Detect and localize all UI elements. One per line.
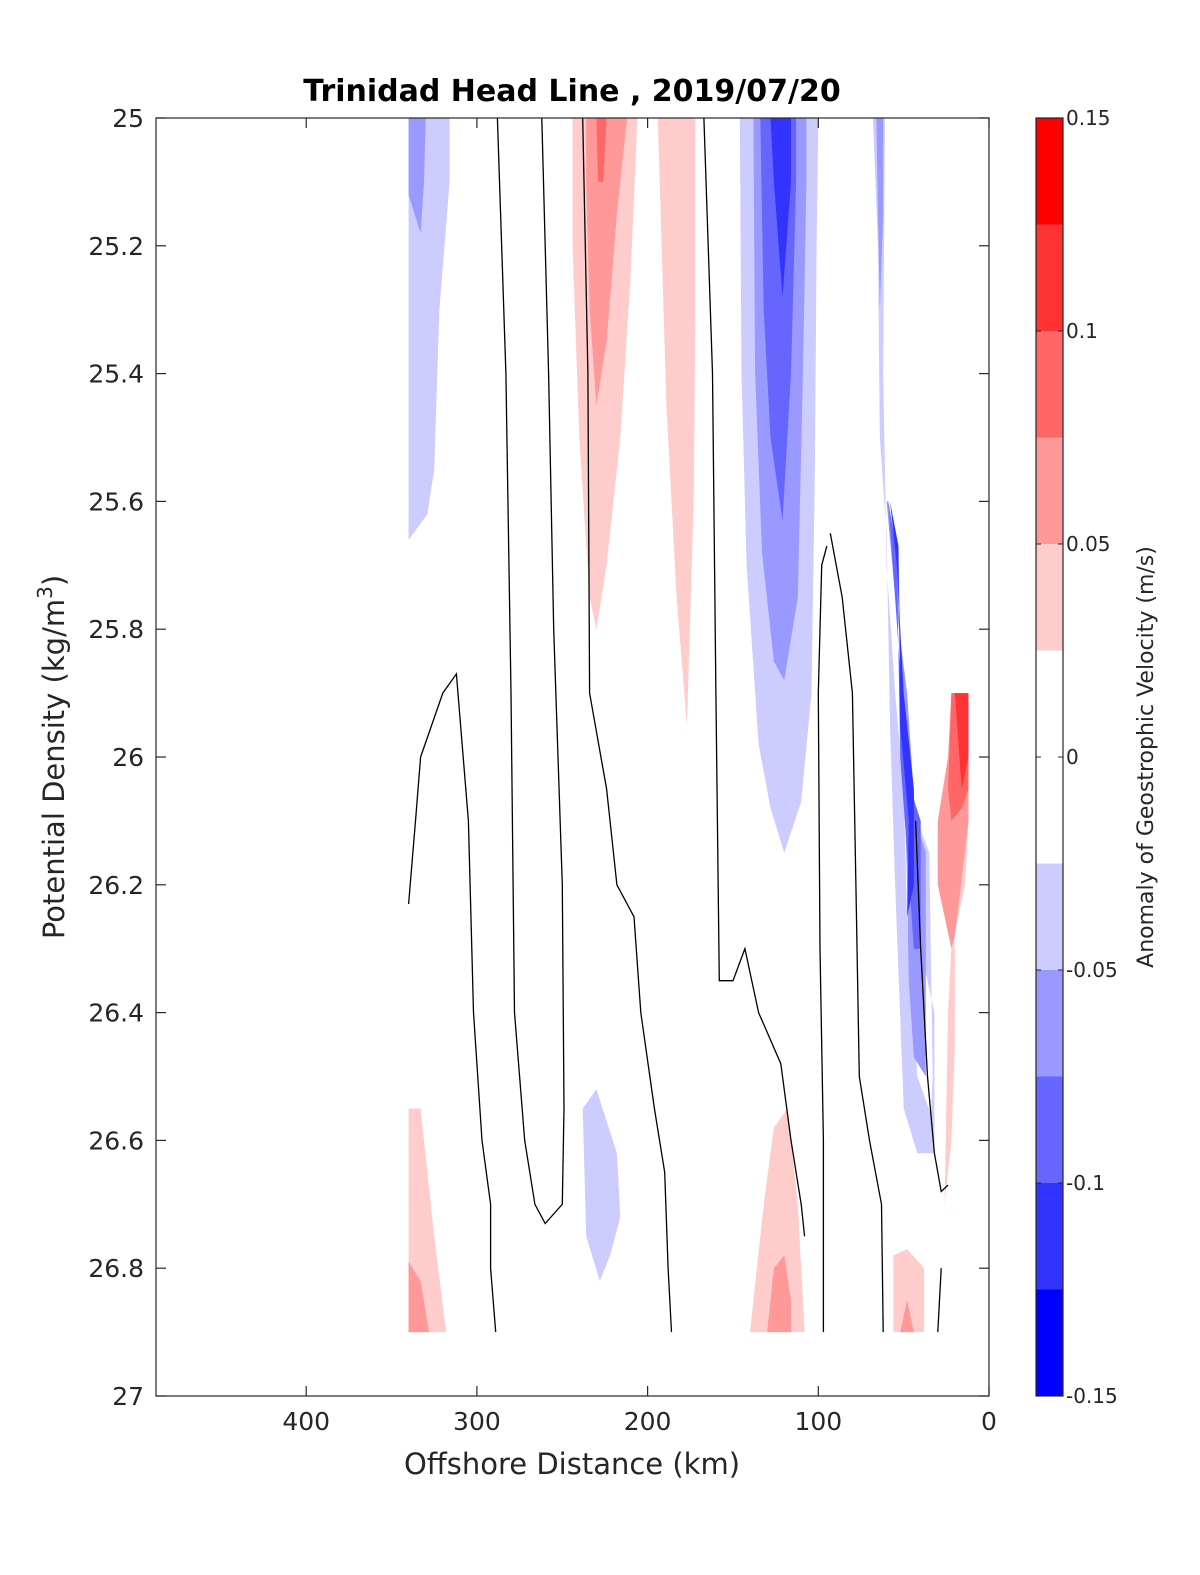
colorbar-tick-label: 0 <box>1066 745 1079 769</box>
colorbar-tick-label: -0.1 <box>1066 1171 1105 1195</box>
y-tick-label: 25.4 <box>88 360 144 389</box>
x-tick-label: 300 <box>453 1407 501 1436</box>
contour-region-19 <box>408 1108 447 1333</box>
contour-region-25 <box>900 1300 914 1333</box>
y-tick-label: 26.8 <box>88 1254 144 1283</box>
y-tick-label: 25 <box>112 104 144 133</box>
colorbar-segment <box>1036 1183 1063 1290</box>
contour-region-5 <box>596 118 607 182</box>
colorbar-label: Anomaly of Geostrophic Velocity (m/s) <box>1134 546 1159 968</box>
contour-line-3 <box>703 117 806 1237</box>
x-axis-ticks: 400 300 200 100 0 <box>282 118 997 1436</box>
y-axis-label: Potential Density (kg/m3) <box>33 575 71 939</box>
x-tick-label: 200 <box>624 1407 672 1436</box>
y-tick-label: 26.2 <box>88 871 144 900</box>
colorbar-segment <box>1036 331 1063 438</box>
plot-area <box>156 118 989 1396</box>
y-tick-label: 25.2 <box>88 232 144 261</box>
colorbar-tick-label: 0.15 <box>1066 106 1111 130</box>
contour-region-24 <box>893 1249 925 1333</box>
x-tick-label: 400 <box>282 1407 330 1436</box>
contour-line-7 <box>937 1268 942 1333</box>
y-tick-label: 26 <box>112 743 144 772</box>
filled-contour-regions <box>408 118 969 1333</box>
y-tick-label: 26.4 <box>88 999 144 1028</box>
y-axis-label-superscript: 3 <box>33 586 57 599</box>
contour-line-1 <box>496 117 565 1225</box>
contour-region-18 <box>954 693 969 789</box>
y-tick-label: 26.6 <box>88 1126 144 1155</box>
contour-line-2 <box>582 117 673 1333</box>
colorbar-segment <box>1036 863 1063 970</box>
contour-line-4 <box>829 533 884 1333</box>
colorbar-segment <box>1036 544 1063 651</box>
colorbar-segment <box>1036 437 1063 544</box>
contour-region-22 <box>750 1108 805 1333</box>
contour-region-14 <box>890 501 914 917</box>
chart-title: Trinidad Head Line , 2019/07/20 <box>303 74 840 109</box>
y-axis-label-close: ) <box>37 575 71 586</box>
colorbar-tick-label: -0.15 <box>1066 1384 1118 1408</box>
colorbar-segment <box>1036 224 1063 331</box>
contour-region-2 <box>572 118 696 725</box>
contour-region-11 <box>876 118 884 310</box>
contour-region-4 <box>586 118 628 406</box>
contour-region-23 <box>767 1255 791 1333</box>
x-tick-label: 0 <box>981 1407 997 1436</box>
colorbar: 0.15 0.1 0.05 0 -0.05 -0.1 -0.15 <box>1035 106 1118 1408</box>
contour-line-6 <box>914 820 949 1193</box>
colorbar-tick-label: -0.05 <box>1066 958 1118 982</box>
colorbar-segment <box>1036 1289 1063 1396</box>
zero-contour-lines <box>407 117 949 1333</box>
y-axis-label-main: Potential Density (kg/m <box>37 599 71 939</box>
contour-region-9 <box>770 118 791 297</box>
colorbar-segment <box>1036 970 1063 1077</box>
colorbar-segment <box>1036 118 1063 225</box>
y-tick-label: 25.8 <box>88 615 144 644</box>
contour-region-21 <box>582 1089 621 1281</box>
contour-region-20 <box>408 1261 430 1333</box>
y-tick-label: 27 <box>112 1382 144 1411</box>
colorbar-segment <box>1036 1076 1063 1183</box>
contour-line-0 <box>407 672 497 1333</box>
y-axis-ticks: 25 25.2 25.4 25.6 25.8 26 26.2 26.4 26.6 26.8 27 <box>88 104 989 1411</box>
contour-region-1 <box>408 118 426 233</box>
colorbar-tick-label: 0.05 <box>1066 532 1111 556</box>
y-tick-label: 25.6 <box>88 487 144 516</box>
x-axis-label: Offshore Distance (km) <box>404 1447 740 1481</box>
contour-line-5 <box>817 545 828 1333</box>
colorbar-tick-label: 0.1 <box>1066 319 1098 343</box>
x-tick-label: 100 <box>794 1407 842 1436</box>
